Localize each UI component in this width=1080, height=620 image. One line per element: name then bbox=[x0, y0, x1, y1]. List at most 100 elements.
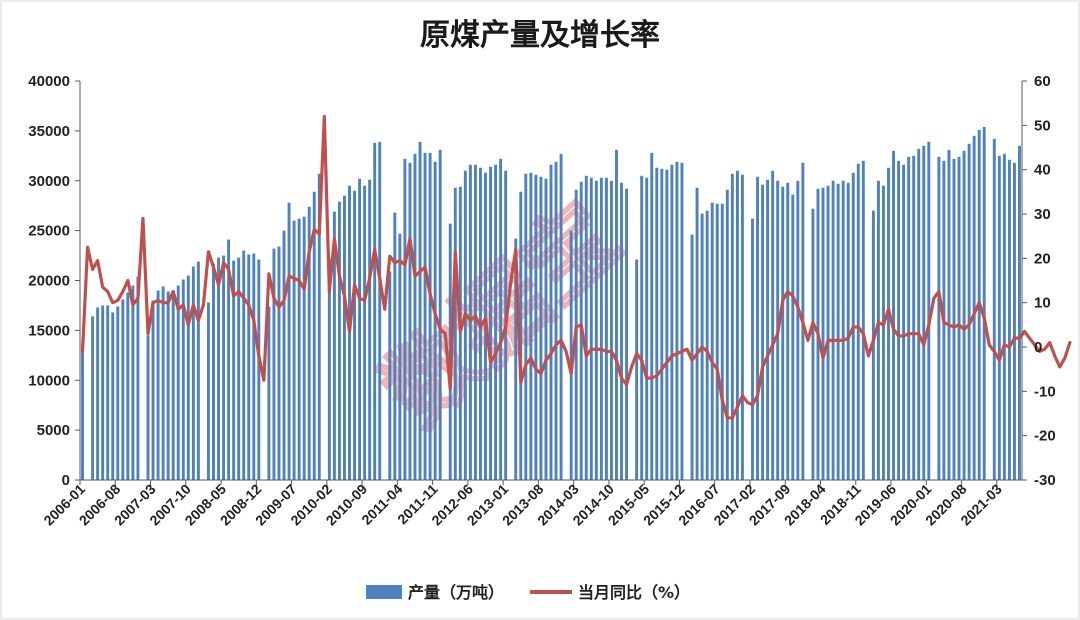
bar-0 bbox=[81, 343, 84, 480]
bar-124 bbox=[705, 210, 709, 481]
bar-14 bbox=[151, 300, 155, 480]
bar-129 bbox=[730, 173, 734, 480]
bar-62 bbox=[393, 212, 397, 481]
bar-29 bbox=[227, 239, 231, 480]
bar-165 bbox=[912, 155, 916, 480]
bar-94 bbox=[554, 161, 558, 481]
bar-105 bbox=[609, 180, 613, 480]
bar-152 bbox=[846, 182, 850, 480]
bar-182 bbox=[997, 155, 1001, 480]
bar-97 bbox=[569, 230, 573, 481]
bar-133 bbox=[751, 218, 754, 480]
bar-140 bbox=[786, 182, 790, 480]
bar-139 bbox=[781, 186, 785, 481]
bar-111 bbox=[640, 175, 644, 480]
bar-23 bbox=[196, 261, 200, 480]
bar-41 bbox=[287, 202, 291, 480]
bar-92 bbox=[544, 178, 548, 480]
bar-103 bbox=[599, 177, 603, 480]
bar-77 bbox=[468, 164, 472, 481]
bar-126 bbox=[715, 203, 719, 480]
bar-130 bbox=[735, 170, 739, 480]
bar-170 bbox=[937, 156, 941, 480]
legend-bar-label: 产量（万吨） bbox=[408, 583, 504, 602]
bar-141 bbox=[791, 194, 795, 480]
bar-104 bbox=[604, 177, 608, 480]
bar-39 bbox=[277, 246, 281, 480]
bar-87 bbox=[519, 191, 523, 480]
bar-137 bbox=[771, 170, 775, 480]
bar-88 bbox=[524, 173, 528, 480]
bar-28 bbox=[222, 255, 226, 480]
bar-65 bbox=[408, 162, 412, 481]
bar-31 bbox=[237, 257, 241, 480]
bar-175 bbox=[962, 150, 966, 480]
bar-54 bbox=[353, 190, 356, 481]
bar-95 bbox=[559, 153, 563, 480]
y-left-tick-1: 5000 bbox=[37, 422, 70, 439]
y-left-tick-7: 35000 bbox=[28, 123, 70, 140]
bar-9 bbox=[126, 292, 130, 480]
bar-32 bbox=[242, 250, 246, 480]
bar-49 bbox=[327, 258, 331, 480]
bar-34 bbox=[252, 253, 256, 480]
bar-58 bbox=[373, 142, 377, 480]
bar-19 bbox=[176, 285, 180, 480]
y-right-tick-9: 60 bbox=[1034, 73, 1051, 90]
bar-160 bbox=[887, 167, 890, 480]
bar-69 bbox=[428, 152, 432, 480]
bar-21 bbox=[186, 275, 190, 480]
line-series-group bbox=[80, 114, 1072, 420]
bar-131 bbox=[740, 174, 744, 480]
y-right-tick-0: -30 bbox=[1034, 472, 1056, 489]
bar-series-group bbox=[81, 126, 1021, 481]
bar-91 bbox=[539, 176, 543, 480]
y-right-tick-2: -10 bbox=[1034, 383, 1056, 400]
y-left-tick-8: 40000 bbox=[28, 73, 70, 90]
bar-110 bbox=[635, 259, 639, 480]
bar-164 bbox=[907, 156, 911, 480]
y-right-tick-4: 10 bbox=[1034, 295, 1051, 312]
bar-75 bbox=[458, 186, 462, 481]
bar-8 bbox=[121, 299, 125, 480]
y-left-tick-3: 15000 bbox=[28, 322, 70, 339]
bar-64 bbox=[403, 158, 407, 480]
bar-45 bbox=[307, 206, 311, 480]
bar-89 bbox=[529, 172, 533, 480]
bar-179 bbox=[982, 126, 986, 480]
bar-173 bbox=[952, 158, 956, 480]
bar-18 bbox=[171, 296, 175, 480]
bar-128 bbox=[725, 189, 729, 481]
bar-114 bbox=[655, 167, 659, 480]
bar-119 bbox=[680, 162, 684, 481]
y-left-tick-6: 30000 bbox=[28, 173, 70, 190]
bar-90 bbox=[534, 174, 538, 480]
bar-168 bbox=[927, 141, 931, 480]
bar-107 bbox=[620, 182, 623, 480]
bar-56 bbox=[363, 185, 367, 481]
bar-159 bbox=[882, 185, 885, 481]
bar-166 bbox=[917, 148, 921, 480]
bar-176 bbox=[967, 143, 971, 480]
bar-46 bbox=[312, 191, 316, 480]
bar-183 bbox=[1002, 153, 1006, 480]
y-right-tick-3: 0 bbox=[1034, 339, 1042, 356]
y-right-tick-1: -20 bbox=[1034, 428, 1056, 445]
bar-155 bbox=[861, 160, 865, 481]
bar-5 bbox=[106, 305, 110, 480]
bar-25 bbox=[206, 302, 210, 480]
y-right-tick-7: 40 bbox=[1034, 162, 1051, 179]
bar-86 bbox=[514, 238, 518, 480]
bar-7 bbox=[116, 306, 120, 480]
bar-55 bbox=[358, 178, 362, 480]
bar-136 bbox=[766, 179, 770, 480]
bar-151 bbox=[841, 180, 845, 480]
bar-135 bbox=[761, 184, 765, 481]
bar-40 bbox=[282, 230, 286, 481]
bar-106 bbox=[615, 149, 618, 480]
bar-117 bbox=[670, 164, 674, 481]
bar-47 bbox=[317, 173, 321, 480]
bar-59 bbox=[378, 141, 382, 480]
